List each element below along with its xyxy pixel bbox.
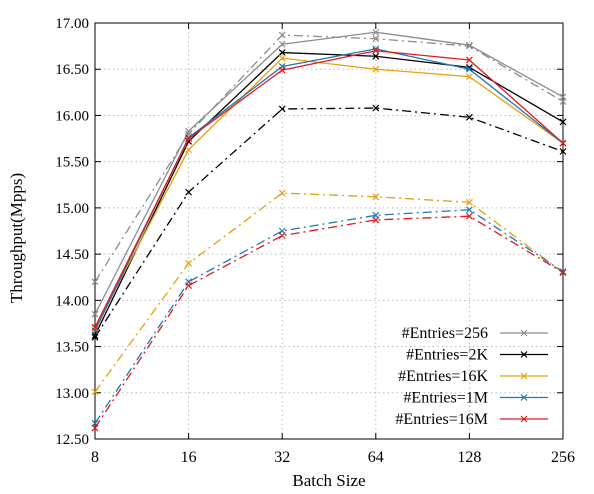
series-line xyxy=(94,57,564,329)
data-point-marker xyxy=(185,135,193,142)
series-line xyxy=(94,34,564,283)
legend: #Entries=256 #Entries=2K #Entries=16K #Entr… xyxy=(395,325,548,428)
data-point-marker xyxy=(372,104,380,112)
series-line xyxy=(94,192,564,393)
legend-entry: #Entries=256 xyxy=(402,325,548,342)
data-point-marker xyxy=(520,329,528,337)
series-dashdot-e31a1c xyxy=(91,212,567,432)
data-point-marker xyxy=(278,189,286,197)
series-line xyxy=(94,31,564,315)
y-axis-ticks: 12.50 13.00 13.50 14.00 14.50 15.00 15.50 16.00… xyxy=(55,16,563,448)
data-point-marker xyxy=(91,278,99,286)
legend-entry: #Entries=1M xyxy=(403,390,548,407)
data-point-marker xyxy=(559,148,567,155)
data-point-marker xyxy=(91,388,99,396)
data-point-marker xyxy=(465,198,473,206)
data-point-marker xyxy=(91,310,99,318)
data-point-marker xyxy=(278,66,286,74)
data-point-marker xyxy=(185,259,193,267)
data-point-marker xyxy=(372,216,380,224)
data-point-marker xyxy=(185,188,193,196)
x-axis-ticks: 8 16 32 64 128 256 xyxy=(91,23,575,466)
data-point-marker xyxy=(465,206,473,214)
data-point-marker xyxy=(185,134,193,142)
y-tick-label: 14.00 xyxy=(55,293,89,309)
series--entries-16m xyxy=(91,47,567,331)
legend-entry: #Entries=16M xyxy=(395,411,548,428)
data-point-marker xyxy=(465,212,473,220)
axes xyxy=(94,22,564,440)
data-point-marker xyxy=(559,268,567,276)
data-point-marker xyxy=(559,93,567,101)
series-line xyxy=(94,51,564,336)
legend-entry: #Entries=16K xyxy=(398,368,548,385)
y-tick-label: 13.50 xyxy=(55,340,89,356)
data-point-marker xyxy=(559,118,567,126)
data-point-marker xyxy=(465,73,473,81)
data-point-marker xyxy=(372,28,380,36)
x-tick-label: 64 xyxy=(368,449,384,466)
data-point-marker xyxy=(185,282,193,289)
y-axis-title: Throughput(Mpps) xyxy=(7,173,26,303)
data-point-marker xyxy=(278,105,286,113)
data-point-marker xyxy=(520,372,528,380)
data-point-marker xyxy=(465,56,473,64)
series-layer xyxy=(91,28,567,432)
data-point-marker xyxy=(372,35,380,43)
data-point-marker xyxy=(372,47,380,55)
data-point-marker xyxy=(278,31,286,39)
data-point-marker xyxy=(278,49,286,57)
legend-entry: #Entries=2K xyxy=(406,347,548,364)
data-point-marker xyxy=(185,146,193,154)
y-tick-label: 16.00 xyxy=(55,108,89,124)
y-tick-label: 17.00 xyxy=(55,16,89,32)
x-tick-label: 128 xyxy=(457,449,481,466)
data-point-marker xyxy=(185,127,193,135)
series-line xyxy=(94,50,564,328)
legend-label: #Entries=2K xyxy=(406,347,488,364)
data-point-marker xyxy=(91,424,99,432)
data-point-marker xyxy=(520,394,528,401)
data-point-marker xyxy=(372,52,380,60)
x-tick-label: 16 xyxy=(181,449,197,466)
data-point-marker xyxy=(372,65,380,73)
x-axis-title: Batch Size xyxy=(292,471,365,490)
y-tick-label: 15.50 xyxy=(55,155,89,171)
series-line xyxy=(94,215,564,429)
y-tick-label: 12.50 xyxy=(55,432,89,448)
series-dashdot-000000 xyxy=(91,104,567,341)
legend-label: #Entries=16M xyxy=(395,411,488,428)
data-point-marker xyxy=(559,269,567,277)
series-line xyxy=(94,209,564,424)
data-point-marker xyxy=(278,54,286,62)
data-point-marker xyxy=(465,42,473,50)
data-point-marker xyxy=(278,232,286,240)
x-tick-label: 256 xyxy=(551,449,575,466)
data-point-marker xyxy=(278,40,286,48)
series-line xyxy=(94,107,564,338)
data-point-marker xyxy=(520,415,528,423)
data-point-marker xyxy=(91,323,99,331)
legend-label: #Entries=1M xyxy=(403,390,488,407)
series--entries-256 xyxy=(91,28,567,318)
data-point-marker xyxy=(559,139,567,147)
plot-frame xyxy=(94,22,564,440)
data-point-marker xyxy=(465,65,473,73)
data-point-marker xyxy=(372,193,380,201)
x-tick-label: 8 xyxy=(91,449,99,466)
y-tick-label: 15.00 xyxy=(55,201,89,217)
data-point-marker xyxy=(520,351,528,358)
data-point-marker xyxy=(465,41,473,49)
data-point-marker xyxy=(465,113,473,121)
y-tick-label: 16.50 xyxy=(55,62,89,78)
legend-label: #Entries=256 xyxy=(402,325,488,342)
data-point-marker xyxy=(91,333,99,341)
y-tick-label: 14.50 xyxy=(55,247,89,263)
legend-label: #Entries=16K xyxy=(398,368,488,385)
x-tick-label: 32 xyxy=(274,449,290,466)
y-tick-label: 13.00 xyxy=(55,386,89,402)
